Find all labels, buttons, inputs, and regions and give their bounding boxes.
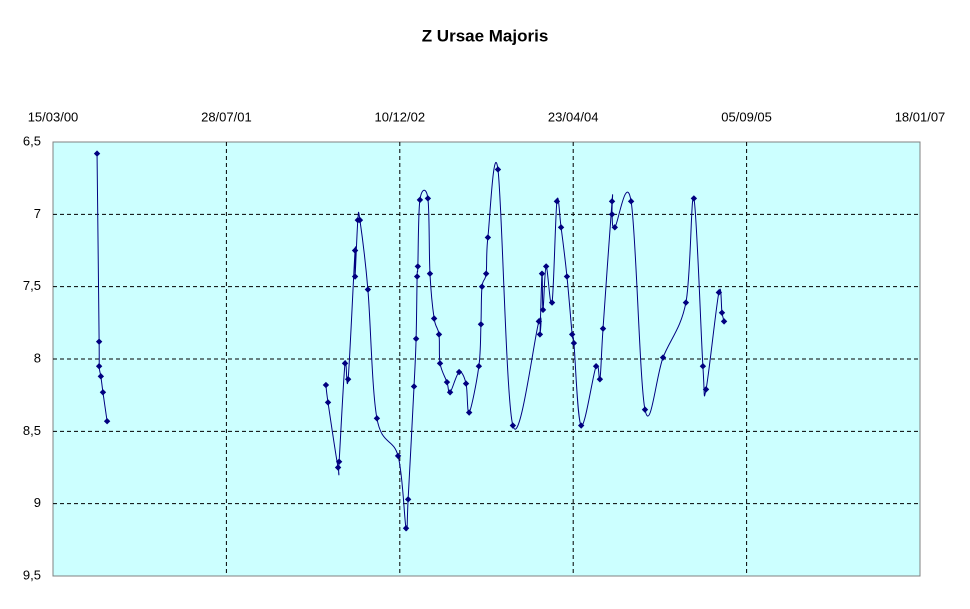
data-point — [402, 525, 410, 532]
data-point — [592, 363, 600, 370]
y-tick-label: 8 — [34, 350, 41, 365]
data-point — [364, 286, 372, 293]
data-point — [412, 335, 420, 342]
x-tick-label: 10/12/02 — [374, 109, 425, 124]
data-point — [599, 325, 607, 332]
data-point — [416, 196, 424, 204]
data-point — [494, 166, 502, 173]
data-point — [455, 368, 463, 376]
data-point — [570, 339, 578, 347]
data-point — [430, 315, 438, 322]
y-tick-label: 6,5 — [23, 133, 41, 148]
data-point — [373, 415, 381, 422]
data-point — [715, 289, 723, 296]
data-point — [426, 270, 434, 277]
data-point — [553, 198, 561, 205]
data-point — [334, 464, 342, 471]
data-point — [548, 299, 556, 306]
data-point — [539, 306, 547, 314]
y-tick-label: 9 — [34, 495, 41, 510]
data-point — [608, 198, 616, 205]
data-point — [482, 270, 490, 277]
data-point — [475, 363, 483, 370]
data-point — [577, 422, 585, 429]
data-point — [324, 399, 332, 406]
data-point — [699, 363, 707, 370]
data-point — [611, 224, 619, 231]
data-point — [410, 383, 418, 390]
y-tick-label: 9,5 — [23, 567, 41, 582]
data-point — [542, 263, 550, 270]
y-tick-label: 8,5 — [23, 423, 41, 438]
data-point — [351, 247, 359, 254]
data-point — [443, 378, 451, 386]
data-point — [413, 273, 421, 280]
data-point — [394, 452, 402, 460]
data-point — [465, 409, 473, 416]
data-point — [414, 263, 422, 270]
data-point — [641, 406, 649, 413]
data-point — [557, 224, 565, 231]
data-point — [509, 422, 517, 429]
data-point — [95, 338, 103, 345]
data-point — [446, 389, 454, 396]
data-point — [568, 331, 576, 338]
x-tick-label: 28/07/01 — [201, 109, 252, 124]
data-point — [462, 380, 470, 387]
data-point — [97, 373, 105, 380]
data-point — [351, 273, 359, 280]
data-point — [356, 216, 364, 224]
data-point — [436, 360, 444, 367]
data-point — [344, 376, 352, 383]
data-point — [93, 150, 101, 157]
data-point — [424, 195, 432, 202]
data-point — [478, 283, 486, 290]
data-point — [596, 376, 604, 383]
data-point — [627, 198, 635, 205]
data-point — [95, 363, 103, 370]
data-point — [404, 496, 412, 503]
data-point — [608, 211, 616, 218]
data-point — [659, 354, 667, 361]
x-tick-label: 23/04/04 — [548, 109, 599, 124]
data-point — [341, 360, 349, 367]
chart-title: Z Ursae Majoris — [422, 26, 549, 45]
data-point — [682, 299, 690, 306]
data-point — [538, 270, 546, 277]
data-point — [99, 389, 107, 396]
data-point — [535, 318, 543, 325]
data-point — [536, 331, 544, 338]
x-tick-label: 05/09/05 — [721, 109, 772, 124]
data-point — [720, 318, 728, 325]
data-point — [435, 331, 443, 338]
data-point — [484, 234, 492, 241]
data-point — [690, 195, 698, 202]
x-tick-label: 18/01/07 — [895, 109, 946, 124]
x-tick-label: 15/03/00 — [28, 109, 79, 124]
data-point — [702, 386, 710, 393]
data-point — [335, 458, 343, 465]
y-tick-label: 7,5 — [23, 278, 41, 293]
data-point — [563, 273, 571, 280]
data-point — [718, 309, 726, 316]
y-tick-label: 7 — [34, 206, 41, 221]
data-point — [103, 418, 111, 425]
data-point — [322, 381, 330, 389]
data-point — [477, 321, 485, 328]
